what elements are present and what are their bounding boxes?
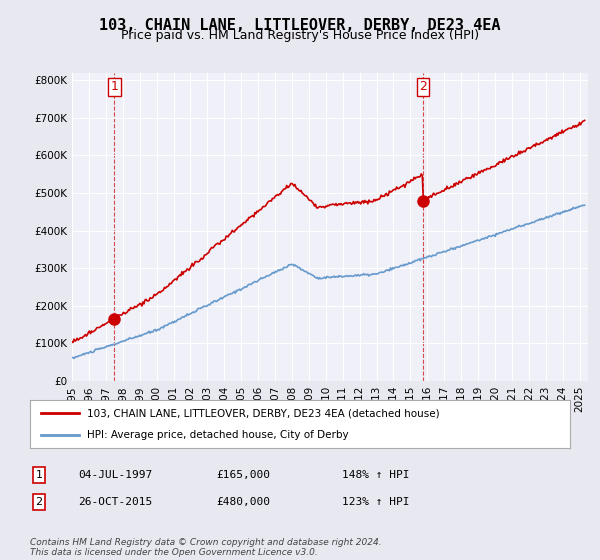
Text: Price paid vs. HM Land Registry's House Price Index (HPI): Price paid vs. HM Land Registry's House …	[121, 29, 479, 42]
Text: 2: 2	[419, 81, 427, 94]
Text: 103, CHAIN LANE, LITTLEOVER, DERBY, DE23 4EA: 103, CHAIN LANE, LITTLEOVER, DERBY, DE23…	[99, 18, 501, 33]
Text: £480,000: £480,000	[216, 497, 270, 507]
Text: 2: 2	[35, 497, 43, 507]
Text: 103, CHAIN LANE, LITTLEOVER, DERBY, DE23 4EA (detached house): 103, CHAIN LANE, LITTLEOVER, DERBY, DE23…	[86, 409, 439, 419]
Text: HPI: Average price, detached house, City of Derby: HPI: Average price, detached house, City…	[86, 430, 349, 440]
Text: Contains HM Land Registry data © Crown copyright and database right 2024.
This d: Contains HM Land Registry data © Crown c…	[30, 538, 382, 557]
Text: 26-OCT-2015: 26-OCT-2015	[78, 497, 152, 507]
Text: 123% ↑ HPI: 123% ↑ HPI	[342, 497, 409, 507]
Text: 148% ↑ HPI: 148% ↑ HPI	[342, 470, 409, 480]
Text: 1: 1	[35, 470, 43, 480]
Text: 04-JUL-1997: 04-JUL-1997	[78, 470, 152, 480]
Text: 1: 1	[110, 81, 118, 94]
Text: £165,000: £165,000	[216, 470, 270, 480]
